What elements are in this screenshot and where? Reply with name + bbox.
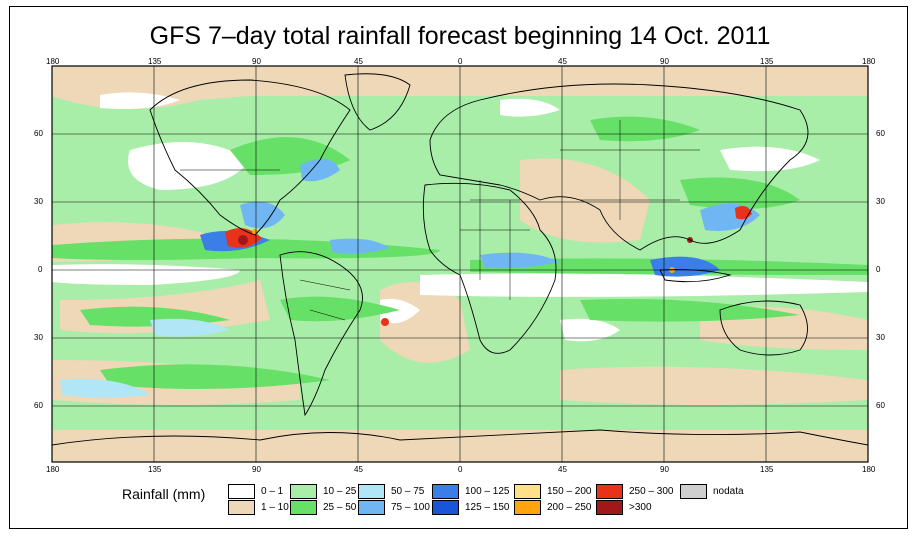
coastlines bbox=[52, 73, 868, 446]
legend-swatch bbox=[680, 484, 707, 499]
lat-label: 30 bbox=[34, 197, 43, 206]
legend-item: 75 – 100 bbox=[358, 500, 430, 515]
lat-label: 60 bbox=[34, 401, 43, 410]
lon-label: 180 bbox=[46, 57, 60, 66]
lon-label: 45 bbox=[558, 465, 567, 474]
lon-label: 135 bbox=[760, 57, 774, 66]
legend-swatch bbox=[358, 500, 385, 515]
map-title: GFS 7–day total rainfall forecast beginn… bbox=[149, 22, 771, 50]
legend-label: 25 – 50 bbox=[323, 502, 357, 513]
legend-item: 50 – 75 bbox=[358, 484, 424, 499]
lat-label: 30 bbox=[876, 333, 885, 342]
legend-swatch bbox=[290, 484, 317, 499]
legend-item: 200 – 250 bbox=[514, 500, 592, 515]
legend-swatch bbox=[228, 500, 255, 515]
lon-label: 0 bbox=[458, 57, 463, 66]
legend-label: 50 – 75 bbox=[391, 486, 425, 497]
country-borders bbox=[180, 120, 700, 321]
antarctica-coast bbox=[52, 429, 868, 446]
figure-frame bbox=[9, 6, 908, 529]
legend-swatch bbox=[596, 500, 623, 515]
lon-label: 90 bbox=[252, 57, 261, 66]
legend-swatch bbox=[228, 484, 255, 499]
legend-label: >300 bbox=[629, 502, 652, 513]
graticule bbox=[52, 66, 868, 462]
dry-areas bbox=[52, 92, 868, 342]
legend-item: nodata bbox=[680, 484, 744, 499]
lon-label: 45 bbox=[354, 465, 363, 474]
legend-label: 75 – 100 bbox=[391, 502, 430, 513]
legend-swatch bbox=[514, 484, 541, 499]
map-border bbox=[51, 65, 869, 463]
legend-title: Rainfall (mm) bbox=[122, 486, 206, 502]
precip-field bbox=[52, 66, 868, 462]
legend-swatch bbox=[514, 500, 541, 515]
lon-label: 180 bbox=[46, 465, 60, 474]
lon-label: 135 bbox=[760, 465, 774, 474]
lat-label: 60 bbox=[876, 401, 885, 410]
legend-label: 10 – 25 bbox=[323, 486, 357, 497]
legend-swatch bbox=[432, 484, 459, 499]
lon-label: 135 bbox=[148, 57, 162, 66]
lat-label: 30 bbox=[34, 333, 43, 342]
lat-label: 0 bbox=[38, 265, 43, 274]
legend-label: 125 – 150 bbox=[465, 502, 510, 513]
lat-label: 30 bbox=[876, 197, 885, 206]
lon-label: 90 bbox=[252, 465, 261, 474]
legend-label: 100 – 125 bbox=[465, 486, 510, 497]
legend-label: 250 – 300 bbox=[629, 486, 674, 497]
legend-item: 1 – 10 bbox=[228, 500, 289, 515]
legend-item: 250 – 300 bbox=[596, 484, 674, 499]
lat-label: 60 bbox=[34, 129, 43, 138]
legend-item: 10 – 25 bbox=[290, 484, 356, 499]
legend-swatch bbox=[290, 500, 317, 515]
legend-item: 100 – 125 bbox=[432, 484, 510, 499]
lat-label: 0 bbox=[876, 265, 881, 274]
indonesia-coast bbox=[659, 269, 732, 283]
legend-label: 0 – 1 bbox=[261, 486, 284, 497]
legend-label: 1 – 10 bbox=[261, 502, 289, 513]
europe-asia-coast bbox=[429, 83, 809, 251]
lon-label: 180 bbox=[862, 57, 876, 66]
lat-label: 60 bbox=[876, 129, 885, 138]
australia-coast bbox=[719, 300, 808, 356]
lon-label: 45 bbox=[354, 57, 363, 66]
lon-label: 180 bbox=[862, 465, 876, 474]
legend-item: 0 – 1 bbox=[228, 484, 283, 499]
lon-label: 90 bbox=[660, 465, 669, 474]
extreme-rain-cores bbox=[225, 206, 752, 326]
legend-item: >300 bbox=[596, 500, 652, 515]
lon-label: 135 bbox=[148, 465, 162, 474]
legend-swatch bbox=[432, 500, 459, 515]
lon-label: 45 bbox=[558, 57, 567, 66]
legend-item: 25 – 50 bbox=[290, 500, 356, 515]
legend-swatch bbox=[596, 484, 623, 499]
legend-label: 150 – 200 bbox=[547, 486, 592, 497]
legend-item: 125 – 150 bbox=[432, 500, 510, 515]
lon-label: 0 bbox=[458, 465, 463, 474]
lon-label: 90 bbox=[660, 57, 669, 66]
legend-item: 150 – 200 bbox=[514, 484, 592, 499]
north-america-coast bbox=[149, 79, 351, 236]
south-america-coast bbox=[279, 251, 363, 417]
legend-swatch bbox=[358, 484, 385, 499]
africa-coast bbox=[422, 182, 557, 354]
legend-label: 200 – 250 bbox=[547, 502, 592, 513]
legend-label: nodata bbox=[713, 486, 744, 497]
heavy-rain-areas bbox=[60, 158, 760, 398]
greenland-coast bbox=[344, 73, 411, 131]
